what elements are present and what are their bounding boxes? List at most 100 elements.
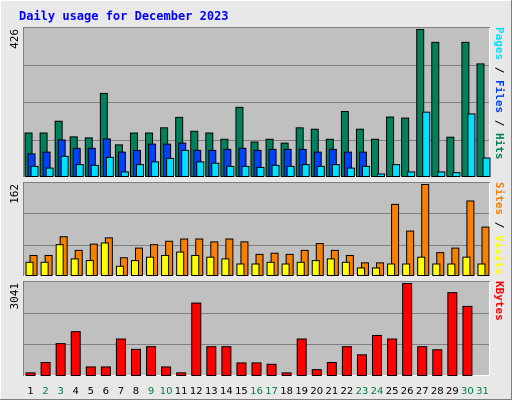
bar-kbytes-day-16 bbox=[251, 362, 262, 376]
bar-pages-day-25 bbox=[392, 164, 401, 177]
bar-sites-day-27 bbox=[417, 256, 426, 276]
day-label-24: 24 bbox=[371, 386, 384, 397]
bar-kbytes-day-26 bbox=[402, 283, 413, 376]
day-label-27: 27 bbox=[416, 386, 429, 397]
bar-hits-day-30 bbox=[461, 41, 470, 177]
chart-panels: 426 Pages / Files / Hits 162 Sites / Visits… bbox=[8, 27, 506, 377]
day-label-22: 22 bbox=[341, 386, 354, 397]
bar-pages-day-16 bbox=[256, 166, 265, 177]
day-label-8: 8 bbox=[133, 386, 139, 397]
bar-kbytes-day-25 bbox=[387, 338, 398, 376]
chart-title: Daily usage for December 2023 bbox=[19, 9, 229, 23]
bar-sites-day-1 bbox=[25, 261, 34, 276]
bar-hits-day-31 bbox=[476, 63, 485, 178]
bar-kbytes-day-19 bbox=[296, 338, 307, 376]
bar-sites-day-6 bbox=[100, 242, 109, 276]
bar-sites-day-4 bbox=[70, 258, 79, 276]
bar-sites-day-10 bbox=[161, 254, 170, 277]
bar-kbytes-day-7 bbox=[115, 338, 126, 376]
legend-segment-1: / bbox=[493, 215, 506, 235]
day-label-13: 13 bbox=[205, 386, 218, 397]
legend-hits-files-pages: Pages / Files / Hits bbox=[493, 27, 506, 160]
day-label-30: 30 bbox=[461, 386, 474, 397]
bar-kbytes-day-20 bbox=[311, 369, 322, 377]
bar-sites-day-31 bbox=[477, 263, 486, 276]
bar-pages-day-4 bbox=[75, 164, 84, 177]
bar-pages-day-28 bbox=[437, 171, 446, 177]
bar-pages-day-1 bbox=[30, 165, 39, 177]
bar-pages-day-9 bbox=[151, 161, 160, 177]
bar-sites-day-2 bbox=[40, 261, 49, 276]
legend-segment-0: Pages bbox=[493, 27, 506, 60]
plot-bevel-dark bbox=[23, 281, 490, 376]
bar-sites-day-13 bbox=[206, 256, 215, 276]
bar-hits-day-28 bbox=[431, 41, 440, 177]
bar-kbytes-day-27 bbox=[417, 346, 428, 376]
day-label-16: 16 bbox=[250, 386, 263, 397]
bar-sites-day-30 bbox=[462, 256, 471, 276]
bar-sites-day-21 bbox=[326, 258, 335, 276]
bar-pages-day-20 bbox=[316, 165, 325, 177]
bar-kbytes-day-1 bbox=[25, 372, 36, 377]
series-kbytes bbox=[25, 283, 473, 377]
bar-pages-day-26 bbox=[407, 171, 416, 177]
bar-kbytes-day-2 bbox=[40, 361, 51, 376]
bar-kbytes-day-28 bbox=[432, 349, 443, 377]
bar-pages-day-19 bbox=[301, 164, 310, 177]
bar-pages-day-13 bbox=[211, 162, 220, 178]
bar-sites-day-16 bbox=[251, 263, 260, 276]
legend-kbytes: KBytes bbox=[493, 281, 506, 321]
bar-sites-day-29 bbox=[447, 263, 456, 276]
bar-kbytes-day-13 bbox=[206, 346, 217, 376]
bar-kbytes-day-6 bbox=[100, 366, 111, 377]
bar-pages-day-12 bbox=[196, 161, 205, 177]
bar-sites-day-7 bbox=[115, 265, 124, 276]
bar-kbytes-day-21 bbox=[326, 361, 337, 376]
legend-segment-1: / bbox=[493, 60, 506, 80]
bar-kbytes-day-29 bbox=[447, 292, 458, 377]
bar-sites-day-14 bbox=[221, 258, 230, 276]
bar-sites-day-17 bbox=[266, 261, 275, 276]
bar-kbytes-day-8 bbox=[130, 348, 141, 376]
series-sites bbox=[25, 242, 486, 277]
bar-pages-day-24 bbox=[377, 173, 386, 177]
bar-pages-day-11 bbox=[181, 149, 190, 178]
bar-sites-day-26 bbox=[402, 263, 411, 276]
bar-pages-day-6 bbox=[105, 156, 114, 177]
bar-sites-day-11 bbox=[176, 251, 185, 276]
plot-area bbox=[23, 281, 490, 376]
legend-segment-2: Files bbox=[493, 80, 506, 113]
bar-hits-day-24 bbox=[371, 138, 380, 178]
bar-pages-day-3 bbox=[60, 155, 69, 177]
bar-pages-day-27 bbox=[422, 111, 431, 177]
day-label-26: 26 bbox=[401, 386, 414, 397]
day-label-10: 10 bbox=[160, 386, 173, 397]
bar-pages-day-21 bbox=[331, 164, 340, 177]
bar-kbytes-day-10 bbox=[161, 366, 172, 377]
bar-kbytes-day-14 bbox=[221, 346, 232, 376]
bar-kbytes-day-23 bbox=[356, 354, 367, 376]
panel-visits-sites: 162 Sites / Visits bbox=[8, 182, 506, 277]
y-max-label: 162 bbox=[8, 184, 21, 204]
day-label-31: 31 bbox=[476, 386, 489, 397]
bar-hits-day-27 bbox=[416, 29, 425, 177]
plot-bevel-dark bbox=[23, 27, 490, 177]
bar-sites-day-8 bbox=[130, 260, 139, 276]
bar-kbytes-day-17 bbox=[266, 363, 277, 376]
day-label-11: 11 bbox=[175, 386, 188, 397]
day-label-6: 6 bbox=[103, 386, 109, 397]
legend-segment-3: / bbox=[493, 113, 506, 133]
panel-kbytes: 3041 KBytes bbox=[8, 281, 506, 377]
legend-segment-0: KBytes bbox=[493, 281, 506, 321]
legend-segment-2: Visits bbox=[493, 235, 506, 275]
bar-kbytes-day-24 bbox=[372, 334, 383, 376]
legend-segment-0: Sites bbox=[493, 182, 506, 215]
day-label-5: 5 bbox=[88, 386, 94, 397]
day-label-9: 9 bbox=[148, 386, 154, 397]
bar-sites-day-23 bbox=[356, 267, 365, 276]
bar-kbytes-day-9 bbox=[146, 346, 157, 376]
day-label-17: 17 bbox=[265, 386, 278, 397]
bar-pages-day-30 bbox=[467, 113, 476, 178]
bar-sites-day-20 bbox=[311, 260, 320, 276]
